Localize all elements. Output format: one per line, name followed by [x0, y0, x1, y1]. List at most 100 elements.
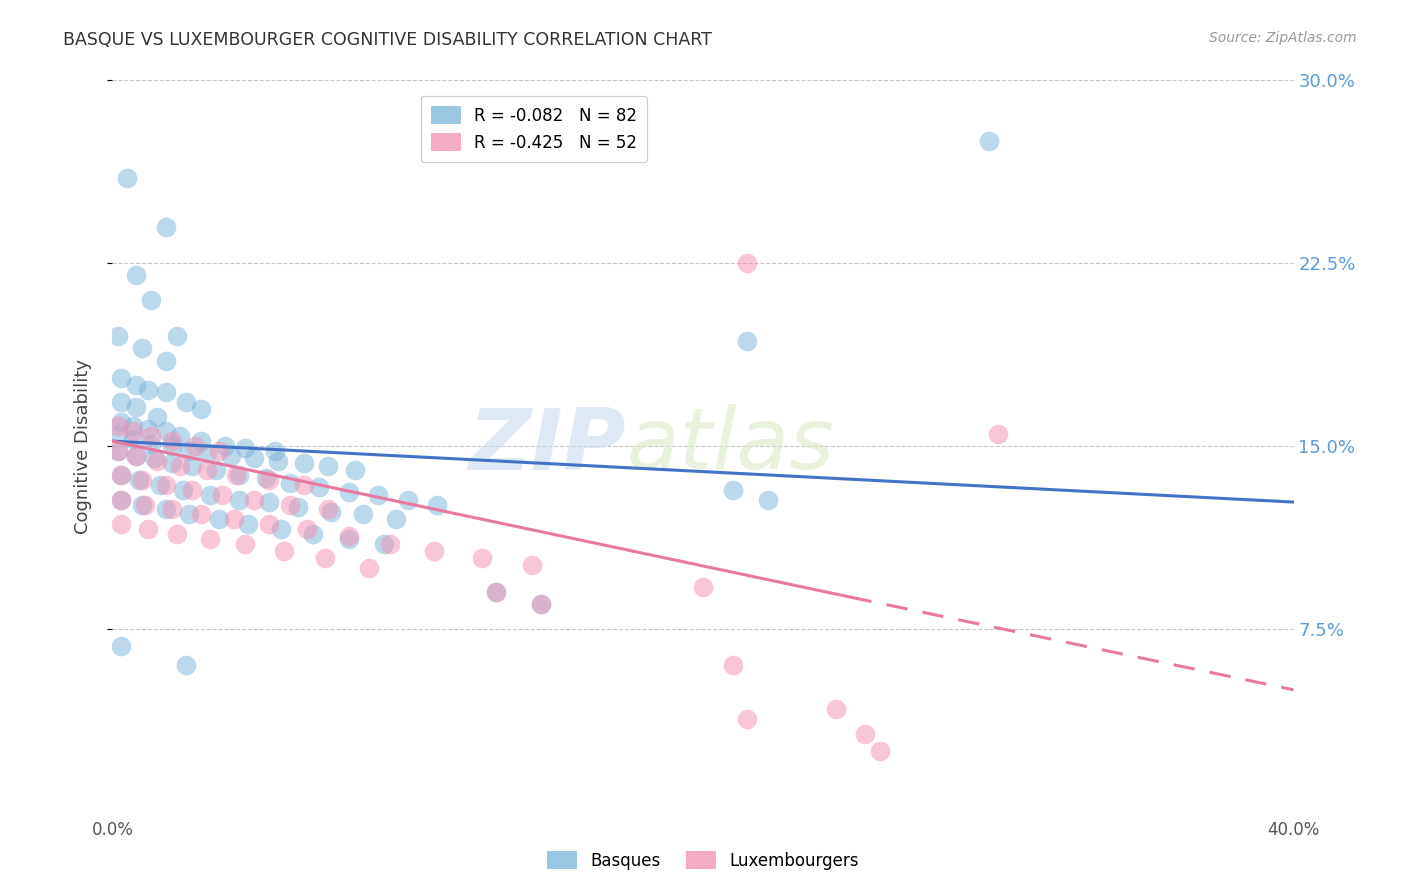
Point [316, 502, 339, 516]
Point [195, 463, 218, 477]
Point [125, 449, 148, 463]
Point [139, 429, 162, 443]
Point [134, 498, 156, 512]
Point [337, 485, 360, 500]
Point [122, 419, 145, 434]
Legend: Basques, Luxembourgers: Basques, Luxembourgers [541, 845, 865, 877]
Point [117, 170, 138, 185]
Point [128, 473, 150, 487]
Point [756, 492, 779, 507]
Point [110, 639, 132, 653]
Point [264, 443, 287, 458]
Point [169, 429, 191, 443]
Point [136, 383, 159, 397]
Point [337, 529, 360, 543]
Point [136, 522, 159, 536]
Point [107, 329, 129, 343]
Point [233, 442, 256, 456]
Point [190, 402, 212, 417]
Point [343, 463, 366, 477]
Point [225, 468, 247, 483]
Point [337, 532, 360, 546]
Point [125, 400, 148, 414]
Point [737, 712, 759, 726]
Point [181, 483, 204, 497]
Point [160, 439, 183, 453]
Point [107, 443, 129, 458]
Point [292, 456, 315, 470]
Point [214, 439, 236, 453]
Point [139, 293, 162, 307]
Point [316, 458, 339, 473]
Point [319, 505, 342, 519]
Point [267, 453, 290, 467]
Point [426, 498, 449, 512]
Point [136, 422, 159, 436]
Point [155, 219, 177, 234]
Point [122, 432, 145, 446]
Point [278, 498, 301, 512]
Point [110, 492, 132, 507]
Point [352, 508, 374, 522]
Point [520, 558, 543, 573]
Point [270, 522, 292, 536]
Point [107, 426, 129, 441]
Point [243, 492, 266, 507]
Point [166, 329, 188, 343]
Point [208, 512, 231, 526]
Point [125, 378, 148, 392]
Point [979, 134, 1001, 148]
Point [721, 483, 744, 497]
Point [211, 488, 233, 502]
Point [110, 516, 132, 531]
Point [190, 434, 212, 449]
Point [385, 512, 408, 526]
Point [737, 256, 759, 270]
Point [423, 544, 446, 558]
Point [233, 536, 256, 550]
Point [110, 395, 132, 409]
Point [692, 581, 714, 595]
Point [297, 522, 319, 536]
Point [257, 473, 280, 487]
Point [155, 353, 177, 368]
Point [155, 385, 177, 400]
Point [125, 268, 148, 283]
Point [110, 468, 132, 483]
Point [160, 434, 183, 449]
Point [174, 395, 197, 409]
Point [198, 532, 221, 546]
Point [219, 449, 242, 463]
Point [179, 508, 201, 522]
Point [122, 425, 145, 439]
Point [302, 526, 325, 541]
Point [125, 449, 148, 463]
Point [131, 498, 153, 512]
Point [142, 451, 165, 466]
Point [373, 536, 395, 550]
Point [110, 492, 132, 507]
Point [195, 446, 218, 460]
Point [292, 478, 315, 492]
Point [139, 436, 162, 450]
Legend: R = -0.082   N = 82, R = -0.425   N = 52: R = -0.082 N = 82, R = -0.425 N = 52 [420, 96, 647, 161]
Point [222, 512, 245, 526]
Point [110, 468, 132, 483]
Text: BASQUE VS LUXEMBOURGER COGNITIVE DISABILITY CORRELATION CHART: BASQUE VS LUXEMBOURGER COGNITIVE DISABIL… [63, 31, 713, 49]
Text: atlas: atlas [626, 404, 834, 488]
Y-axis label: Cognitive Disability: Cognitive Disability [73, 359, 91, 533]
Point [169, 458, 191, 473]
Point [257, 495, 280, 509]
Point [721, 658, 744, 673]
Point [149, 478, 172, 492]
Point [485, 585, 508, 599]
Point [278, 475, 301, 490]
Point [146, 409, 169, 424]
Point [987, 426, 1010, 441]
Point [155, 502, 177, 516]
Point [198, 488, 221, 502]
Point [160, 502, 183, 516]
Point [228, 468, 250, 483]
Point [155, 425, 177, 439]
Point [160, 456, 183, 470]
